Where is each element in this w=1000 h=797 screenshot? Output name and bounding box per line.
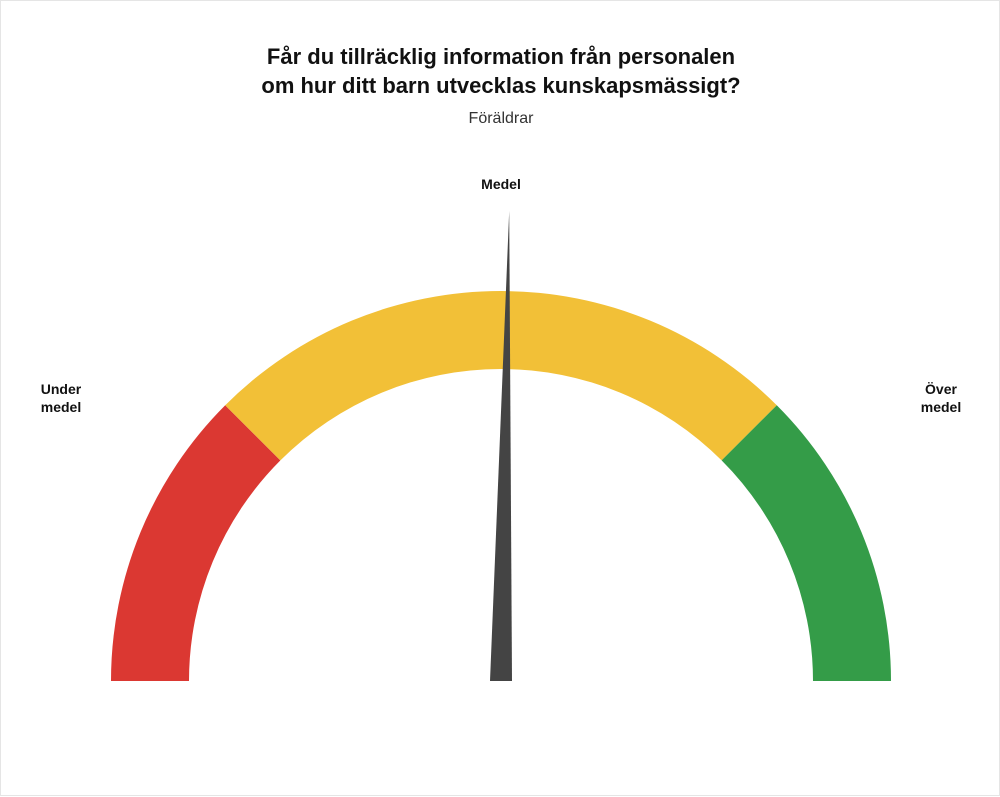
- gauge-label-right: Över medel: [896, 381, 986, 416]
- gauge-segment: [111, 405, 280, 681]
- chart-frame: Får du tillräcklig information från pers…: [0, 0, 1000, 796]
- gauge-segment: [722, 405, 891, 681]
- gauge-chart: [1, 1, 1000, 797]
- gauge-label-top: Medel: [441, 176, 561, 194]
- gauge-label-left: Under medel: [16, 381, 106, 416]
- gauge-needle: [490, 211, 512, 681]
